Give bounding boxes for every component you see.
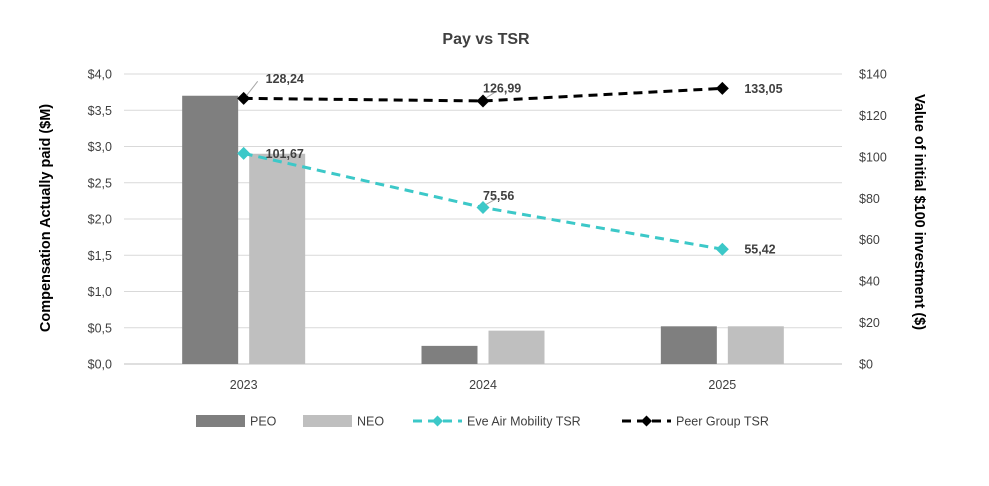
left-tick-label: $3,0	[88, 140, 112, 154]
right-axis-ticks: $0 $20 $40 $60 $80 $100 $120 $140	[859, 68, 887, 372]
legend-diamond-marker	[641, 415, 652, 427]
right-tick-label: $60	[859, 233, 880, 247]
data-label: 128,24	[266, 72, 304, 86]
data-label: 101,67	[266, 147, 304, 161]
x-tick-label: 2023	[230, 378, 258, 392]
left-axis-ticks: $0,0 $0,5 $1,0 $1,5 $2,0 $2,5 $3,0 $3,5 $4,0	[88, 68, 112, 372]
left-tick-label: $1,5	[88, 249, 112, 263]
left-tick-label: $0,5	[88, 321, 112, 335]
legend-diamond-marker	[432, 415, 443, 427]
neo-bar	[249, 153, 306, 364]
legend-label: NEO	[357, 415, 384, 429]
right-axis-title: Value of initial $100 investment ($)	[911, 94, 927, 330]
right-tick-label: $20	[859, 316, 880, 330]
bar-series	[182, 95, 784, 364]
gridlines	[124, 73, 842, 365]
label-leader-line	[485, 198, 498, 205]
x-tick-label: 2025	[708, 378, 736, 392]
right-tick-label: $80	[859, 192, 880, 206]
neo-bar	[727, 326, 784, 364]
label-leader-line	[485, 90, 498, 99]
right-tick-label: $120	[859, 109, 887, 123]
right-tick-label: $100	[859, 150, 887, 164]
peo-bar	[421, 345, 478, 364]
data-label: 126,99	[483, 81, 521, 95]
line-series	[237, 81, 729, 256]
left-tick-label: $2,0	[88, 213, 112, 227]
diamond-marker	[715, 81, 729, 95]
right-tick-label: $140	[859, 68, 887, 82]
left-tick-label: $1,0	[88, 285, 112, 299]
data-labels: 101,67 75,56 55,42 128,24 126,99 133,05	[246, 72, 783, 257]
label-leader-line	[246, 81, 259, 96]
x-axis-ticks: 2023 2024 2025	[230, 378, 737, 392]
data-label: 133,05	[744, 82, 782, 96]
neo-bar	[488, 330, 545, 364]
right-tick-label: $0	[859, 358, 873, 372]
left-tick-label: $0,0	[88, 358, 112, 372]
left-tick-label: $4,0	[88, 68, 112, 82]
legend-label: PEO	[250, 415, 277, 429]
data-label: 55,42	[744, 243, 775, 257]
peer-group-tsr-line	[243, 86, 723, 103]
left-axis-title: Compensation Actually paid ($M)	[38, 104, 54, 332]
peo-bar	[182, 95, 239, 364]
diamond-marker	[237, 146, 251, 160]
right-tick-label: $40	[859, 275, 880, 289]
left-tick-label: $2,5	[88, 176, 112, 190]
diamond-marker	[715, 242, 729, 256]
legend-swatch	[196, 415, 245, 427]
legend-swatch	[303, 415, 352, 427]
data-label: 75,56	[483, 189, 514, 203]
peo-bar	[660, 326, 717, 364]
left-tick-label: $3,5	[88, 104, 112, 118]
legend-label: Eve Air Mobility TSR	[467, 415, 581, 429]
x-tick-label: 2024	[469, 378, 497, 392]
legend-label: Peer Group TSR	[676, 415, 769, 429]
legend: PEO NEO Eve Air Mobility TSR Peer Group TSR	[196, 415, 769, 429]
chart-title: Pay vs TSR	[442, 31, 530, 48]
